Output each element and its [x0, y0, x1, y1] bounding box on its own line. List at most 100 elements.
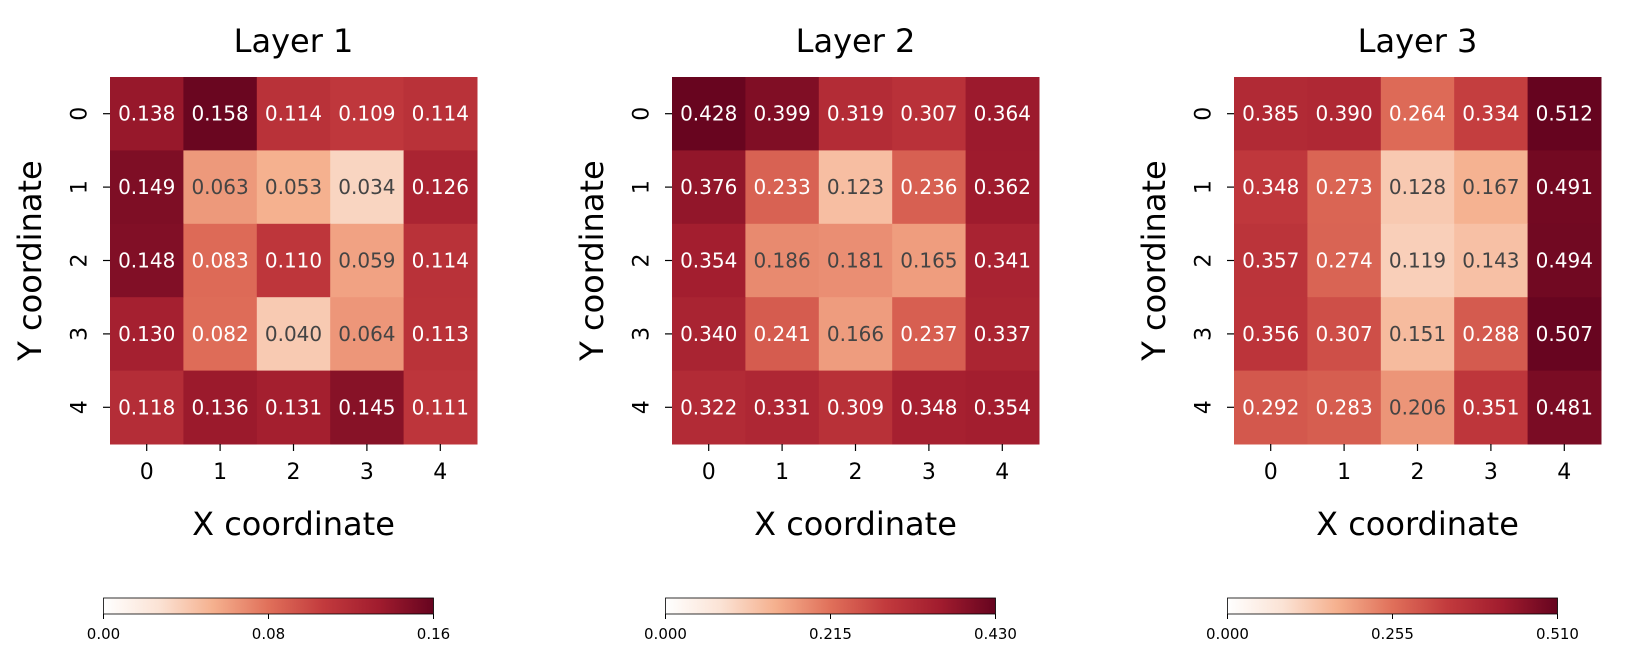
- cell-value-label: 0.059: [338, 249, 395, 273]
- cell-value-label: 0.356: [1242, 322, 1299, 346]
- cell-value-label: 0.128: [1389, 175, 1446, 199]
- heatmap-cell: [892, 370, 967, 445]
- x-tick-label: 4: [1557, 460, 1571, 485]
- heatmap-cell: [1454, 370, 1529, 445]
- heatmap-cell: [1234, 77, 1308, 151]
- cell-value-label: 0.273: [1315, 175, 1372, 199]
- heatmap-cell: [1307, 223, 1382, 298]
- heatmap-cell: [183, 77, 258, 151]
- cell-value-label: 0.348: [1242, 175, 1299, 199]
- colorbar: [665, 597, 996, 615]
- heatmap-cell: [1527, 150, 1602, 225]
- cell-value-label: 0.118: [118, 395, 175, 419]
- colorbar: [103, 597, 434, 615]
- colorbar-tick-label: 0.16: [417, 625, 450, 643]
- heatmap-cell: [1454, 297, 1529, 372]
- cell-value-label: 0.399: [753, 102, 810, 126]
- cell-value-label: 0.126: [412, 175, 469, 199]
- y-tick-label: 3: [630, 327, 655, 341]
- x-tick-label: 0: [1264, 460, 1278, 485]
- heatmap-cell: [818, 370, 893, 445]
- heatmap-cell: [110, 370, 184, 445]
- heatmap-cell: [892, 223, 967, 298]
- heatmap-panel-1: Layer 1 0.138 0.158 0.114 0.109 0.114 0.149 0.0…: [11, 22, 478, 643]
- heatmap-cell: [1527, 297, 1602, 372]
- colorbar-tick-label: 0.215: [809, 625, 852, 643]
- cell-value-label: 0.307: [1315, 322, 1372, 346]
- cell-value-label: 0.123: [827, 175, 884, 199]
- heatmap-panel-3: Layer 3 0.385 0.390 0.264 0.334 0.512 0.348 0.2…: [1135, 22, 1602, 643]
- cell-value-label: 0.167: [1462, 175, 1519, 199]
- cell-value-label: 0.165: [900, 249, 957, 273]
- cell-value-label: 0.274: [1315, 249, 1372, 273]
- heatmap-cell: [745, 223, 820, 298]
- cell-value-label: 0.131: [265, 395, 322, 419]
- cell-value-label: 0.083: [191, 249, 248, 273]
- heatmap-cell: [745, 297, 820, 372]
- heatmap-cell: [183, 150, 258, 225]
- cell-value-label: 0.288: [1462, 322, 1519, 346]
- cell-value-label: 0.114: [412, 102, 469, 126]
- heatmap-cell: [672, 77, 746, 151]
- heatmap-cell: [818, 150, 893, 225]
- heatmap-cell: [330, 223, 405, 298]
- y-tick-label: 2: [630, 254, 655, 268]
- heatmap-cell: [1527, 370, 1602, 445]
- heatmap-cell: [110, 297, 184, 372]
- colorbar-tick-label: 0.510: [1536, 625, 1579, 643]
- y-tick-label: 0: [68, 107, 93, 121]
- cell-value-label: 0.481: [1536, 395, 1593, 419]
- x-tick-label: 0: [702, 460, 716, 485]
- y-axis-label: Y coordinate: [1135, 160, 1173, 361]
- x-tick-label: 2: [1411, 460, 1425, 485]
- heatmap-cell: [818, 77, 893, 151]
- heatmap-cell: [1307, 297, 1382, 372]
- cell-value-label: 0.494: [1536, 249, 1593, 273]
- y-tick-label: 1: [68, 180, 93, 194]
- cell-value-label: 0.334: [1462, 102, 1519, 126]
- x-axis-label: X coordinate: [1316, 505, 1519, 543]
- cell-value-label: 0.034: [338, 175, 395, 199]
- cell-value-label: 0.362: [974, 175, 1031, 199]
- heatmap-panel-2: Layer 2 0.428 0.399 0.319 0.307 0.364 0.376 0.2…: [573, 22, 1040, 643]
- x-tick-label: 4: [433, 460, 447, 485]
- cell-value-label: 0.322: [680, 395, 737, 419]
- cell-value-label: 0.307: [900, 102, 957, 126]
- cell-value-label: 0.364: [974, 102, 1031, 126]
- y-tick-label: 4: [630, 400, 655, 414]
- cell-value-label: 0.109: [338, 102, 395, 126]
- heatmap-cell: [330, 77, 405, 151]
- x-tick-label: 3: [1484, 460, 1498, 485]
- cell-value-label: 0.110: [265, 249, 322, 273]
- x-axis-label: X coordinate: [754, 505, 957, 543]
- y-tick-label: 0: [630, 107, 655, 121]
- heatmap-cell: [892, 77, 967, 151]
- cell-value-label: 0.053: [265, 175, 322, 199]
- cell-value-label: 0.206: [1389, 395, 1446, 419]
- heatmap-cell: [1234, 370, 1308, 445]
- cell-value-label: 0.241: [753, 322, 810, 346]
- heatmap-cell: [965, 297, 1040, 372]
- heatmap-cell: [1234, 297, 1308, 372]
- colorbar-tick-label: 0.08: [252, 625, 285, 643]
- heatmap-cell: [818, 297, 893, 372]
- heatmap-cell: [256, 370, 331, 445]
- y-tick-label: 3: [1192, 327, 1217, 341]
- cell-value-label: 0.348: [900, 395, 957, 419]
- cell-value-label: 0.063: [191, 175, 248, 199]
- cell-value-label: 0.113: [412, 322, 469, 346]
- y-tick-label: 2: [1192, 254, 1217, 268]
- cell-value-label: 0.111: [412, 395, 469, 419]
- cell-value-label: 0.331: [753, 395, 810, 419]
- cell-value-label: 0.385: [1242, 102, 1299, 126]
- y-tick-label: 2: [68, 254, 93, 268]
- x-tick-label: 1: [1337, 460, 1351, 485]
- heatmap-cell: [672, 223, 746, 298]
- cell-value-label: 0.340: [680, 322, 737, 346]
- heatmap-cell: [330, 150, 405, 225]
- x-tick-label: 3: [922, 460, 936, 485]
- heatmap-cell: [1527, 77, 1602, 151]
- heatmap-cell: [892, 150, 967, 225]
- cell-value-label: 0.181: [827, 249, 884, 273]
- heatmap-cell: [965, 150, 1040, 225]
